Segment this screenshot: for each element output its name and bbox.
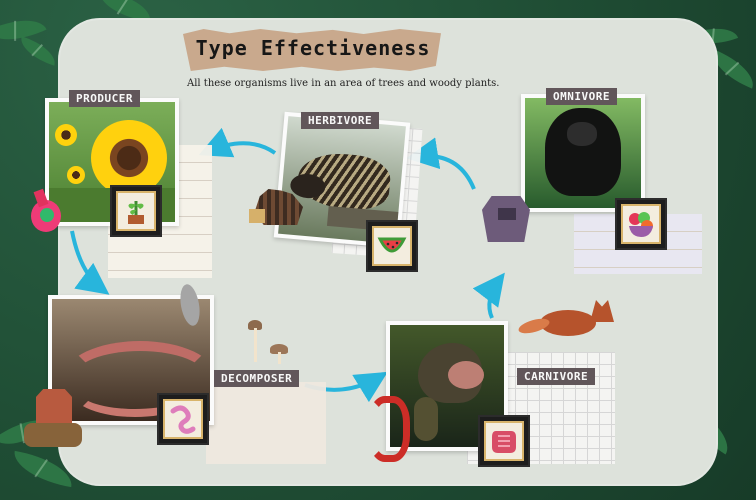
meat-icon [492, 431, 516, 453]
carnivore-role-icon [478, 415, 530, 467]
title-paper [183, 29, 441, 71]
pink-fruit-sprite [25, 188, 65, 242]
decomposer-photo [48, 295, 214, 425]
herbivore-label: HERBIVORE [301, 112, 380, 129]
herbivore-role-icon [366, 220, 418, 272]
mushroom-illustration [238, 320, 298, 372]
watermelon-icon [377, 237, 407, 253]
potted-plant-icon [128, 201, 144, 224]
pixel-gorilla-sprite [472, 188, 544, 254]
page-title: Type Effectiveness [195, 36, 431, 60]
fox-illustration [516, 292, 620, 356]
arrow-carnivore-to-omnivore [472, 272, 505, 319]
producer-label: PRODUCER [69, 90, 140, 107]
omnivore-label: OMNIVORE [546, 88, 617, 105]
decomposer-label: DECOMPOSER [214, 370, 300, 387]
worm-image [64, 341, 210, 413]
carnivore-label: CARNIVORE [517, 368, 596, 385]
pixel-porcupine-sprite [249, 181, 311, 233]
arrow-omnivore-to-herbivore [406, 137, 476, 190]
arrow-producer-to-decomposer [70, 230, 110, 295]
fruit-bowl-icon [629, 212, 653, 237]
omnivore-role-icon [615, 198, 667, 250]
omnivore-photo [521, 94, 645, 212]
producer-role-icon [110, 185, 162, 237]
page-subtitle: All these organisms live in an area of t… [187, 78, 500, 89]
pixel-tree-stump-sprite [14, 381, 90, 457]
sunflower-image [91, 120, 167, 196]
decomposer-role-icon [157, 393, 209, 445]
pixel-snake-sprite [360, 396, 410, 462]
arrow-herbivore-to-producer [198, 127, 277, 158]
decomposer-paper [206, 382, 326, 464]
worm-icon [170, 405, 196, 434]
